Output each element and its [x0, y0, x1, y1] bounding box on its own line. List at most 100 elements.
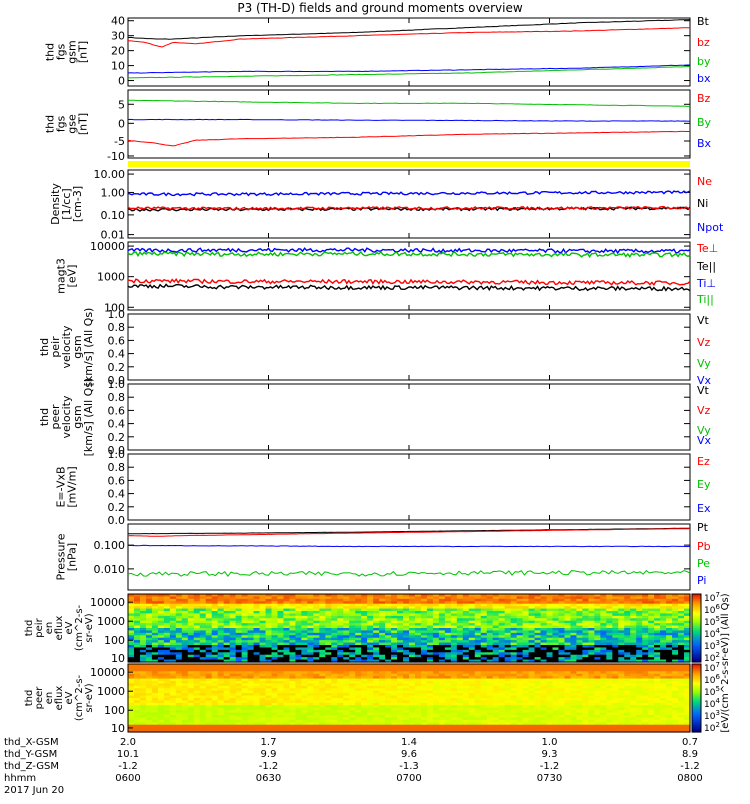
- y-axis-label-line: [km/s] (All Qs): [82, 378, 95, 457]
- y-axis-label-line: sr-eV): [84, 613, 95, 642]
- legend-entry: Vt: [697, 384, 710, 397]
- panel-frame: [128, 170, 690, 238]
- y-tick-label: 0.6: [108, 404, 126, 417]
- legend-entry: Bt: [697, 15, 710, 28]
- legend-entry: Pi: [697, 574, 706, 587]
- legend-entry: Pt: [697, 521, 709, 534]
- y-tick-label: -5: [114, 135, 125, 148]
- y-tick-label: 0.010: [94, 563, 126, 576]
- y-tick-label: 10: [111, 60, 125, 73]
- series-line-Pb: [128, 529, 690, 537]
- y-tick-label: 0.8: [108, 461, 126, 474]
- legend-entry: by: [697, 55, 711, 68]
- panel-frame: [128, 314, 690, 380]
- series-line-Te||: [128, 284, 690, 290]
- y-tick-label: 10000: [90, 240, 125, 253]
- y-tick-label: 0.2: [108, 501, 126, 514]
- y-tick-label: 0.100: [94, 539, 126, 552]
- legend-entry: Vy: [697, 357, 711, 370]
- y-tick-label: 0: [118, 75, 125, 88]
- series-line-Npot: [128, 191, 690, 196]
- y-tick-label: 20: [111, 45, 125, 58]
- y-tick-label: 0.4: [108, 418, 126, 431]
- series-line-By: [128, 100, 690, 106]
- legend-entry: bz: [697, 36, 710, 49]
- panel-frame: [128, 524, 690, 590]
- panel-peir_velocity: 1.00.80.60.40.20.0thdpeirvelocitygsm[km/…: [38, 308, 712, 387]
- legend-entry: Ni: [697, 197, 708, 210]
- quality-flag-bar: [128, 161, 690, 167]
- y-tick-label: -10: [107, 150, 125, 163]
- legend-entry: Vx: [697, 434, 712, 447]
- y-axis-label-line: [nT]: [77, 113, 90, 135]
- y-axis-label-line: [nT]: [77, 41, 90, 63]
- legend-entry: Vz: [697, 404, 711, 417]
- y-axis-label-line: [eV]: [66, 265, 79, 288]
- series-line-Pi: [128, 545, 690, 546]
- y-tick-label: 0.4: [108, 488, 126, 501]
- panel-frame: [128, 90, 690, 158]
- y-tick-label: 1.0: [108, 378, 126, 391]
- legend-entry: Ez: [697, 455, 710, 468]
- legend-entry: bx: [697, 72, 711, 85]
- y-tick-label: 0.6: [108, 334, 126, 347]
- legend-entry: Te⊥: [696, 242, 718, 255]
- series-line-Pe: [128, 571, 690, 577]
- y-axis-label-line: [mV/m]: [66, 466, 79, 507]
- y-tick-label: 5: [118, 98, 125, 111]
- legend-entry: Ti⊥: [696, 277, 716, 290]
- legend-entry: Te||: [696, 260, 716, 273]
- legend-entry: Ne: [697, 175, 712, 188]
- y-tick-label: 100: [104, 634, 125, 647]
- y-tick-label: 1.00: [101, 186, 126, 199]
- y-tick-label: 0.4: [108, 348, 126, 361]
- y-tick-label: 0.10: [101, 209, 126, 222]
- y-tick-label: 0: [118, 117, 125, 130]
- legend-entry: Bz: [697, 92, 711, 105]
- panels: 403020100thdfgsgsm[nT]Btbzbybx50-5-10thd…: [38, 15, 724, 590]
- y-axis-label-line: [km/s] (All Qs): [82, 308, 95, 387]
- legend-entry: Ey: [697, 478, 711, 491]
- series-line-Bz: [128, 131, 690, 145]
- series-line-Pt: [128, 528, 690, 534]
- y-tick-label: 1000: [97, 615, 125, 628]
- legend-entry: Vz: [697, 336, 711, 349]
- legend-entry: Ti||: [696, 293, 714, 306]
- y-tick-label: 0.2: [108, 431, 126, 444]
- panel-frame: [128, 454, 690, 520]
- chart-title: P3 (TH-D) fields and ground moments over…: [237, 1, 522, 15]
- y-tick-label: 1000: [97, 271, 125, 284]
- legend-entry: Vt: [697, 314, 710, 327]
- series-line-Bx: [128, 119, 690, 121]
- y-tick-label: 30: [111, 30, 125, 43]
- legend-entry: Bx: [697, 137, 712, 150]
- y-tick-label: 10000: [90, 596, 125, 609]
- panel-peer_velocity: 1.00.80.60.40.20.0thdpeervelocitygsm[km/…: [38, 378, 712, 457]
- y-tick-label: 1.0: [108, 308, 126, 321]
- legend-entry: Pe: [697, 557, 710, 570]
- series-line-Te⊥: [128, 279, 690, 285]
- legend-entry: By: [697, 116, 712, 129]
- y-tick-label: 10.00: [94, 168, 126, 181]
- y-tick-label: 0.8: [108, 321, 126, 334]
- y-tick-label: 0.2: [108, 361, 126, 374]
- panel-frame: [128, 384, 690, 450]
- y-axis-label-line: [nPa]: [66, 543, 79, 571]
- y-tick-label: 0.0: [108, 514, 126, 527]
- legend-entry: Ex: [697, 502, 711, 515]
- panel-density: 10.001.000.100.01Density[1/cc][cm-3]NeNi…: [49, 168, 724, 242]
- panel-frame: [128, 18, 690, 86]
- legend-entry: Npot: [697, 221, 724, 234]
- y-axis-label-line: [cm-3]: [71, 186, 84, 222]
- y-tick-label: 10: [111, 652, 125, 665]
- y-tick-label: 1.0: [108, 448, 126, 461]
